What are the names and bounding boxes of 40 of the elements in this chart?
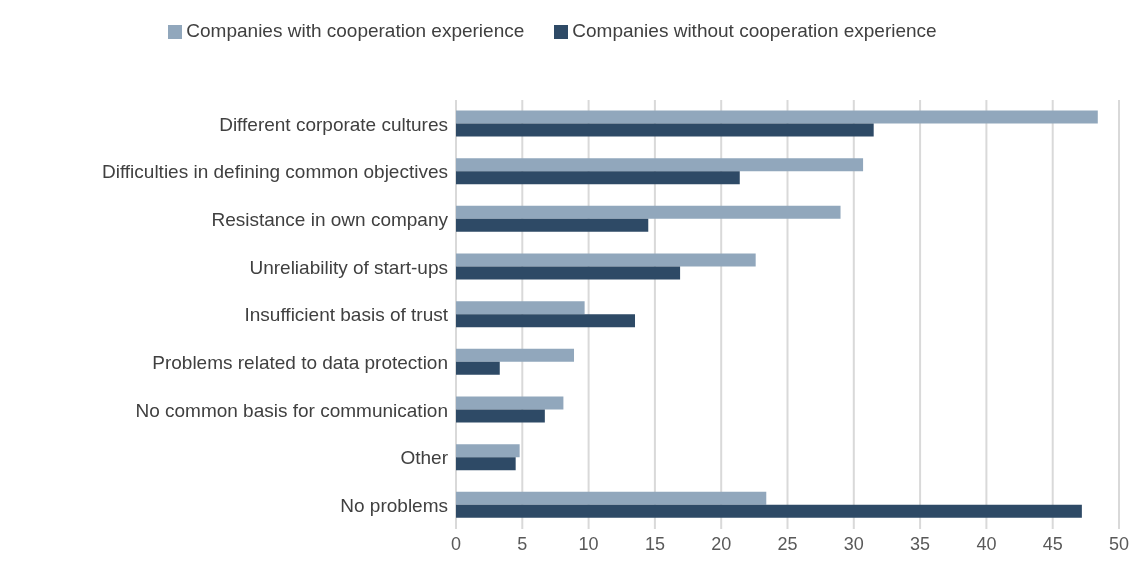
x-tick-label: 30 <box>843 533 864 554</box>
bar <box>456 314 636 328</box>
bar <box>456 348 575 362</box>
bar <box>456 491 767 505</box>
x-tick-label: 45 <box>1042 533 1063 554</box>
bar <box>456 123 874 137</box>
bar <box>456 171 740 185</box>
bar <box>456 361 500 375</box>
legend-label: Companies with cooperation experience <box>186 20 525 41</box>
y-tick-label: Other <box>400 447 449 469</box>
x-tick-label: 0 <box>450 533 462 554</box>
bar <box>456 301 585 315</box>
bar <box>456 218 649 232</box>
bar <box>456 110 1098 124</box>
y-tick-label: Resistance in own company <box>211 208 449 230</box>
bar <box>456 205 841 219</box>
x-tick-label: 10 <box>578 533 599 554</box>
x-tick-label: 5 <box>517 533 528 554</box>
y-tick-label: No common basis for communication <box>135 399 448 421</box>
y-tick-label: Problems related to data protection <box>152 351 448 373</box>
x-tick-label: 40 <box>976 533 997 554</box>
y-tick-label: Different corporate cultures <box>219 113 448 135</box>
x-tick-label: 35 <box>910 533 931 554</box>
y-tick-label: Difficulties in defining common objectives <box>101 161 448 183</box>
legend-label: Companies without cooperation experience <box>572 20 937 41</box>
x-tick-label: 20 <box>711 533 732 554</box>
bar <box>456 504 1082 518</box>
bar <box>456 409 545 423</box>
bar <box>456 457 516 471</box>
bar <box>456 396 564 410</box>
x-tick-label: 50 <box>1108 533 1130 554</box>
bar <box>456 158 864 172</box>
bar <box>456 253 756 267</box>
x-tick-label: 25 <box>777 533 798 554</box>
bar <box>456 444 520 458</box>
y-tick-label: Unreliability of start-ups <box>249 256 448 278</box>
bar <box>456 266 681 280</box>
y-tick-label: Insufficient basis of trust <box>244 304 449 326</box>
x-tick-label: 15 <box>644 533 665 554</box>
y-tick-label: No problems <box>340 494 448 516</box>
